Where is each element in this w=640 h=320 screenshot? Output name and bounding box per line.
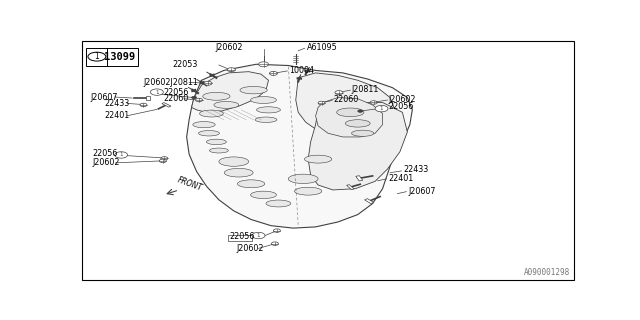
Circle shape — [252, 232, 265, 239]
Text: 22433: 22433 — [403, 165, 429, 174]
Circle shape — [358, 110, 363, 112]
Ellipse shape — [255, 117, 277, 123]
Circle shape — [196, 98, 202, 102]
Polygon shape — [296, 73, 395, 140]
Text: 22401: 22401 — [388, 174, 414, 183]
Polygon shape — [187, 64, 412, 228]
Circle shape — [271, 242, 278, 245]
Ellipse shape — [203, 92, 230, 100]
Bar — [86, 48, 138, 66]
Text: J20602J20811: J20602J20811 — [143, 78, 198, 87]
Ellipse shape — [219, 157, 248, 166]
Text: 1: 1 — [155, 90, 159, 95]
Ellipse shape — [289, 174, 318, 184]
Ellipse shape — [207, 139, 227, 145]
Ellipse shape — [305, 155, 332, 163]
Ellipse shape — [209, 148, 228, 153]
Ellipse shape — [214, 101, 239, 108]
Text: 22056: 22056 — [92, 149, 118, 158]
Text: J20607: J20607 — [91, 92, 118, 101]
Text: 1: 1 — [380, 106, 383, 111]
Circle shape — [370, 101, 377, 104]
Ellipse shape — [251, 97, 276, 103]
Text: 1: 1 — [95, 52, 99, 61]
Text: 22401: 22401 — [105, 111, 130, 120]
Text: J20602: J20602 — [388, 95, 416, 104]
Text: J20602: J20602 — [215, 43, 243, 52]
Circle shape — [204, 81, 212, 85]
Ellipse shape — [225, 168, 253, 177]
Text: 22060: 22060 — [163, 93, 189, 102]
Ellipse shape — [294, 187, 322, 195]
Ellipse shape — [240, 86, 268, 94]
Polygon shape — [308, 102, 408, 190]
Circle shape — [140, 103, 147, 107]
Polygon shape — [191, 72, 269, 112]
Text: A090001298: A090001298 — [524, 268, 570, 277]
Circle shape — [259, 62, 269, 67]
Text: 22433: 22433 — [105, 99, 130, 108]
Ellipse shape — [198, 131, 220, 136]
Circle shape — [191, 96, 196, 99]
Text: J20811: J20811 — [352, 85, 379, 94]
Text: 10004: 10004 — [289, 66, 314, 75]
Circle shape — [161, 157, 168, 160]
Circle shape — [375, 105, 388, 112]
Ellipse shape — [251, 191, 276, 198]
Circle shape — [115, 152, 127, 158]
Text: 22060: 22060 — [333, 95, 358, 105]
Text: J20602: J20602 — [92, 158, 120, 167]
Ellipse shape — [351, 130, 374, 136]
Text: 22053: 22053 — [173, 60, 198, 69]
Circle shape — [159, 159, 166, 163]
Circle shape — [318, 101, 325, 105]
Text: J20607: J20607 — [408, 187, 436, 196]
Text: J20602: J20602 — [236, 244, 264, 253]
Polygon shape — [316, 98, 383, 137]
Text: 22056: 22056 — [388, 102, 414, 111]
Polygon shape — [365, 199, 374, 204]
Text: 1: 1 — [257, 233, 260, 238]
Polygon shape — [146, 96, 150, 100]
Circle shape — [269, 71, 277, 75]
Text: A61095: A61095 — [307, 43, 338, 52]
Ellipse shape — [337, 108, 364, 116]
Circle shape — [88, 52, 106, 61]
Polygon shape — [347, 185, 354, 190]
Text: 1: 1 — [120, 152, 123, 157]
Text: 13099: 13099 — [104, 52, 135, 62]
Circle shape — [335, 91, 343, 95]
Circle shape — [273, 229, 280, 232]
Circle shape — [227, 68, 236, 72]
Polygon shape — [162, 103, 171, 107]
Polygon shape — [356, 176, 363, 181]
Ellipse shape — [346, 120, 370, 127]
Text: 22056: 22056 — [163, 88, 189, 97]
Ellipse shape — [193, 122, 215, 128]
Bar — [228, 235, 252, 241]
Text: 22056: 22056 — [230, 232, 255, 241]
Ellipse shape — [266, 200, 291, 207]
Ellipse shape — [257, 107, 280, 113]
Ellipse shape — [200, 110, 223, 117]
Ellipse shape — [237, 180, 265, 188]
Circle shape — [150, 89, 163, 95]
Text: FRONT: FRONT — [176, 175, 204, 192]
